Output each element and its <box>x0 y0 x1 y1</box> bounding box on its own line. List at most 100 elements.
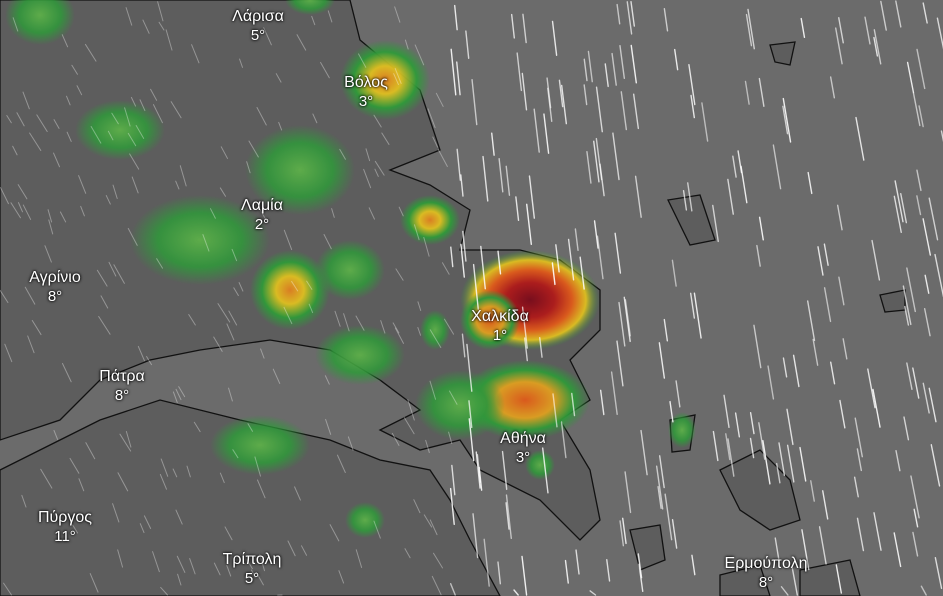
wind-streak <box>404 39 409 50</box>
city-temp: 5° <box>244 570 260 587</box>
wind-streak <box>564 559 569 584</box>
wind-streak <box>586 150 592 184</box>
radar-cell <box>415 370 505 440</box>
city-volos[interactable]: Βόλος 3° <box>344 73 388 111</box>
wind-streak <box>571 392 576 417</box>
wind-streak <box>407 399 415 421</box>
city-lamia[interactable]: Λαμία 2° <box>241 196 283 234</box>
wind-streak <box>934 253 943 298</box>
wind-streak <box>655 465 664 510</box>
wind-streak <box>172 391 178 403</box>
wind-streak <box>213 336 223 352</box>
wind-streak <box>248 140 259 158</box>
city-ermoupoli[interactable]: Ερμούπολη 8° <box>725 554 808 592</box>
wind-streak <box>822 490 829 520</box>
wind-streak <box>630 44 637 84</box>
wind-streak <box>152 551 160 573</box>
wind-streak <box>567 238 575 281</box>
wind-streak <box>139 99 146 112</box>
wind-streak <box>395 268 404 281</box>
wind-streak <box>294 486 301 501</box>
city-temp: 1° <box>492 327 508 344</box>
wind-streak <box>579 256 585 290</box>
wind-streak <box>260 348 265 359</box>
wind-streak <box>782 97 792 143</box>
wind-streak <box>791 567 799 596</box>
wind-streak <box>823 243 829 266</box>
wind-streak <box>753 324 762 369</box>
wind-streak <box>472 263 479 310</box>
city-pyrgos[interactable]: Πύργος 11° <box>38 508 92 546</box>
radar-cell <box>315 240 385 300</box>
city-agrinio[interactable]: Αγρίνιο 8° <box>29 268 81 306</box>
wind-streak <box>792 354 800 388</box>
wind-streak <box>373 114 382 128</box>
city-athina[interactable]: Αθήνα 3° <box>500 429 546 467</box>
wind-streak <box>940 130 943 143</box>
wind-streak <box>432 136 439 148</box>
wind-streak <box>912 92 921 127</box>
wind-streak <box>177 573 182 586</box>
wind-streak <box>461 333 466 358</box>
wind-streak <box>78 175 87 194</box>
wind-streak <box>810 480 815 502</box>
wind-streak <box>893 195 902 234</box>
wind-streak <box>256 107 267 126</box>
radar-cell <box>130 195 270 285</box>
wind-streak <box>853 476 859 498</box>
wind-streak <box>0 187 9 205</box>
wind-streak <box>801 529 810 571</box>
island <box>719 449 801 531</box>
wind-streak <box>175 180 180 190</box>
wind-streak <box>119 433 132 452</box>
wind-streak <box>480 245 486 290</box>
wind-streak <box>189 558 196 575</box>
wind-streak <box>616 340 624 387</box>
wind-streak <box>255 571 264 586</box>
wind-streak <box>640 429 648 476</box>
city-name: Αθήνα <box>500 430 546 447</box>
wind-streak <box>903 416 910 441</box>
wind-streak <box>336 454 346 473</box>
wind-streak <box>835 27 843 65</box>
wind-streak <box>239 58 243 68</box>
wind-streak <box>456 61 461 96</box>
wind-streak <box>228 387 233 402</box>
wind-streak <box>830 361 836 385</box>
wind-streak <box>732 155 737 178</box>
wind-streak <box>599 389 605 416</box>
wind-streak <box>3 582 12 596</box>
wind-streak <box>312 113 318 124</box>
wind-streak <box>159 473 167 490</box>
wind-streak <box>186 465 191 478</box>
wind-streak <box>616 3 621 25</box>
wind-streak <box>429 380 437 400</box>
wind-streak <box>12 145 18 156</box>
radar-cell <box>250 250 330 330</box>
city-tripoli[interactable]: Τρίπολη 5° <box>223 550 282 588</box>
wind-streak <box>296 34 307 51</box>
wind-streak <box>80 205 85 217</box>
city-larisa[interactable]: Λάρισα 5° <box>232 7 284 45</box>
wind-streak <box>66 95 71 106</box>
wind-streak <box>468 400 473 429</box>
wind-streak <box>232 449 239 459</box>
wind-streak <box>59 211 67 223</box>
city-name: Βόλος <box>344 74 388 91</box>
wind-streak <box>381 132 390 145</box>
wind-streak <box>799 446 807 482</box>
wind-streak <box>193 421 201 433</box>
city-chalkida[interactable]: Χαλκίδα 1° <box>471 307 529 345</box>
wind-streak <box>16 112 25 127</box>
city-name: Λαμία <box>241 197 283 214</box>
city-temp: 8° <box>114 387 130 404</box>
wind-streak <box>247 423 253 432</box>
wind-streak <box>674 48 679 71</box>
wind-streak <box>497 561 502 585</box>
wind-streak <box>219 472 225 484</box>
wind-streak <box>219 187 226 197</box>
wind-streak <box>575 549 580 575</box>
city-patra[interactable]: Πάτρα 8° <box>99 367 144 405</box>
wind-streak <box>521 72 528 111</box>
